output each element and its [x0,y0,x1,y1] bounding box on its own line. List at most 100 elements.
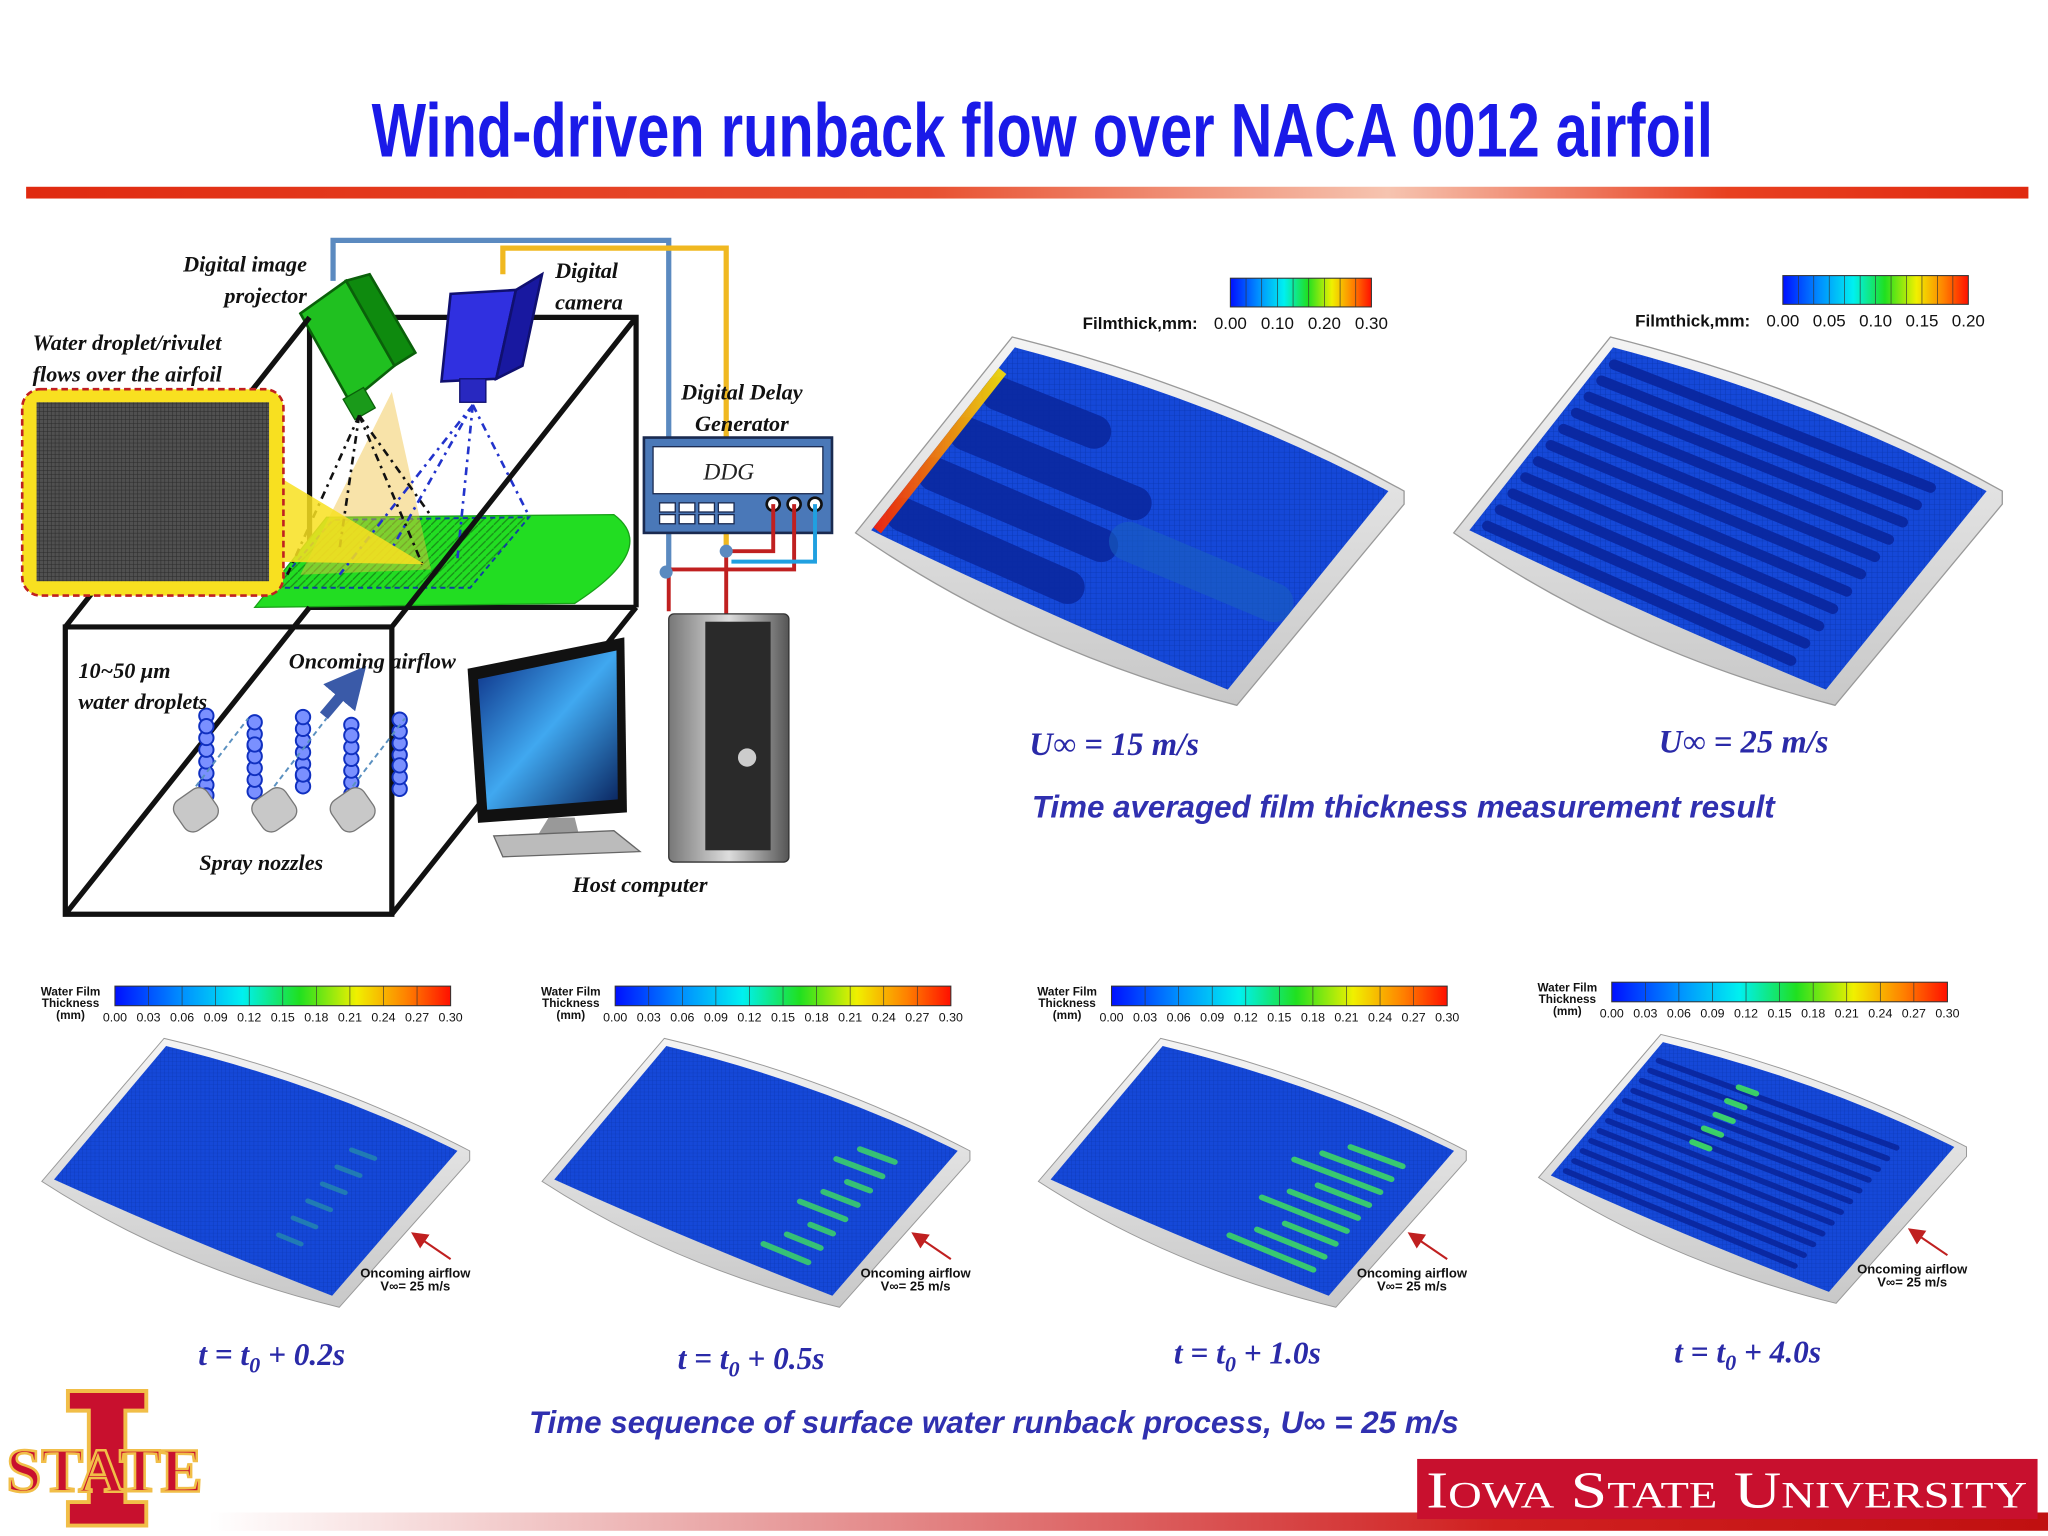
rivulet [1621,1097,1863,1194]
colorbar-tick-label: 0.12 [237,1010,261,1024]
rivulet [1724,1098,1748,1111]
rivulet [1108,521,1294,623]
colorbar-tick-label: 0.30 [1935,1006,1959,1020]
cable [330,237,672,575]
rivulets [276,1147,378,1247]
rivulet [1558,423,1881,563]
rivulet [1735,1084,1760,1097]
rivulet [949,416,1152,521]
rivulet [334,1164,363,1178]
airfoil [854,336,1405,707]
ddg-button [658,502,676,513]
colorbar-tick-label: 0.15 [771,1010,795,1024]
caption: Time sequence of surface water runback p… [529,1405,1459,1440]
rivulets [871,362,1294,623]
time-part: t = t [1174,1336,1226,1371]
time-part: + 4.0s [1744,1334,1821,1369]
rivulet [1281,1220,1339,1247]
colorbar-tick-label: 0.03 [1633,1006,1657,1020]
airflow-label: V∞= 25 m/s [380,1278,450,1293]
colorbar-tick-label: 0.18 [805,1010,829,1024]
colorbar-tick-label: 0.06 [170,1010,194,1024]
colorbar-title: Thickness [1038,997,1096,1010]
schematic-label: Water droplet/rivulet [33,330,223,355]
colorbar-tick-label: 0.09 [204,1010,228,1024]
rivulet [1532,456,1853,597]
schematic-label: camera [555,290,623,315]
rivulet [349,1147,378,1161]
colorbar-tick-label: 0.30 [1435,1010,1459,1024]
rivulet [305,1198,334,1213]
rivulet [1347,1144,1406,1170]
rivulet [290,1215,319,1230]
ddg-button [717,502,735,513]
droplet [198,718,215,735]
colorbar-tick-label: 0.10 [1261,314,1294,333]
colorbar-tick-label: 0.18 [1801,1006,1825,1020]
rivulet [1647,1067,1891,1162]
rivulet [1630,1087,1872,1183]
rivulet [1655,1057,1900,1151]
rivulet [1482,520,1797,666]
colorbar-tick-label: 0.12 [737,1010,761,1024]
schematic-label: flows over the airfoil [33,361,223,386]
droplet [391,757,408,774]
pc-button [737,748,757,767]
rivulet [844,1179,874,1194]
rivulet [760,1241,812,1266]
colorbar-tick-label: 0.24 [1868,1006,1892,1020]
rivulets [760,1146,898,1266]
colorbar-title: (mm) [1053,1009,1082,1022]
rivulet [1579,1148,1817,1248]
time-label: t = t0 + 1.0s [1174,1336,1321,1377]
colorbar-tick-label: 0.15 [1768,1006,1792,1020]
rivulet [1613,1107,1854,1205]
ray [286,414,361,576]
airfoil-surface [1550,1042,1955,1292]
rivulet [1571,1158,1807,1258]
colorbar-title: Filmthick,mm: [1635,312,1750,331]
time-part: t = t [1674,1334,1726,1369]
nozzle [172,787,220,833]
time-label: t = t0 + 4.0s [1674,1334,1821,1375]
inset-image [36,402,270,582]
airflow-arrow [411,1232,452,1260]
colorbar-tick-label: 0.18 [1301,1010,1325,1024]
schematic: DDG Digital image projector Digital camera Wa… [20,237,834,917]
rivulets [1562,1057,1900,1269]
rivulet [1291,1156,1384,1196]
airflow-arrow [1907,1228,1949,1257]
ddg-text: DDG [702,459,754,485]
time-label: t = t0 + 0.2s [198,1337,345,1378]
airfoil-surface [554,1045,958,1296]
colorbar-tick-label: 0.00 [103,1010,127,1024]
airflow-label: V∞= 25 m/s [1377,1278,1447,1293]
ddg-display [652,446,824,495]
airflow-label: Oncoming airflow [860,1265,971,1280]
airfoil [1452,336,2003,707]
colorbar-tick-label: 0.00 [1214,314,1247,333]
rivulets [1482,359,1936,666]
rivulet [1319,1150,1395,1183]
rivulet [319,1181,348,1196]
colorbar-tick-label: 0.21 [838,1010,862,1024]
schematic-label: Digital Delay [680,380,803,405]
airflow-label: Oncoming airflow [360,1265,471,1280]
cable-node [719,544,733,558]
colorbar-tick-label: 0.06 [1667,1006,1691,1020]
cable [731,504,817,564]
ddg-button [698,513,716,525]
colorbar-title: Water Film [1037,985,1097,998]
colorbar-tick-label: 0.30 [1355,314,1388,333]
pc-screen [478,650,618,810]
airfoil [41,1037,471,1308]
rivulet [1258,1194,1350,1234]
colorbar-tick-label: 0.05 [1813,312,1846,331]
droplet [294,708,312,726]
camera-lens [459,378,487,403]
caption: Time averaged film thickness measurement… [1032,790,1776,825]
colorbar-tick-label: 0.00 [603,1010,627,1024]
rivulet [1608,359,1936,493]
colorbar-title: (mm) [1553,1005,1582,1018]
